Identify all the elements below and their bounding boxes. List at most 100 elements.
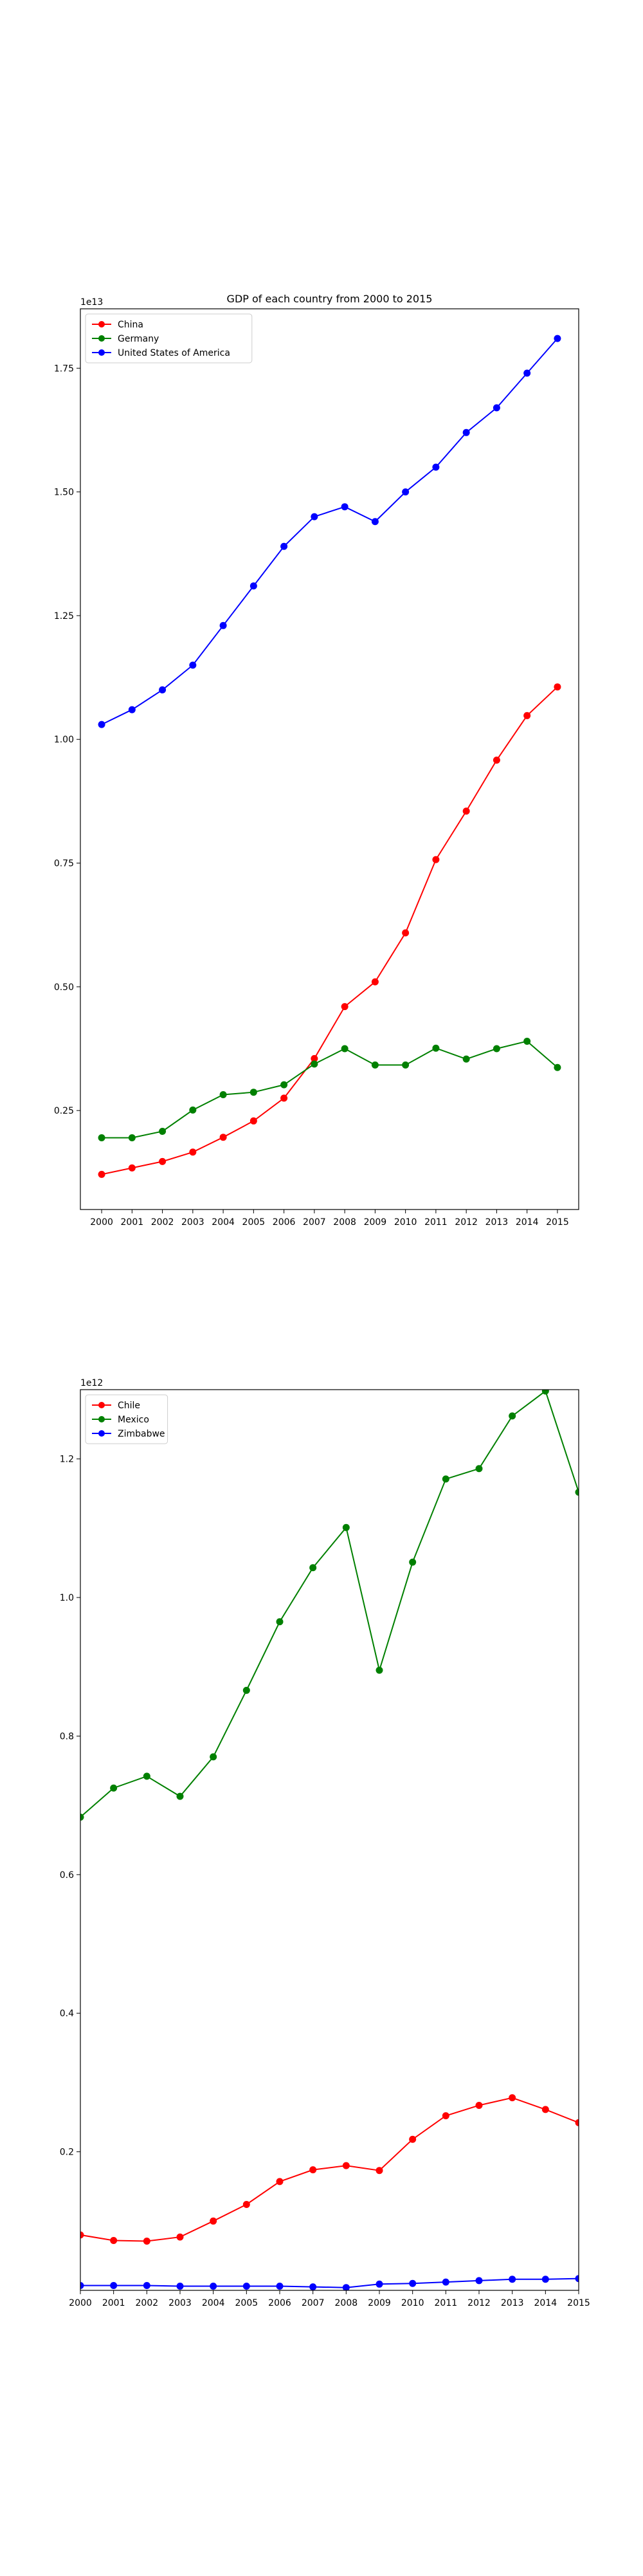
series-line-mexico: [80, 1390, 579, 1818]
x-tick-label: 2015: [546, 1217, 569, 1228]
data-point-china: [311, 1054, 318, 1062]
x-tick-label: 2002: [151, 1217, 174, 1228]
legend-marker-chile: [98, 1402, 105, 1408]
data-point-mexico: [541, 1390, 549, 1395]
data-point-chile: [276, 2178, 284, 2185]
y-tick-label: 0.50: [54, 982, 74, 993]
data-point-chile: [110, 2236, 118, 2244]
legend: Chile Mexico Zimbabwe: [85, 1394, 168, 1444]
legend-box: [85, 313, 253, 363]
legend-label-chile: Chile: [118, 1401, 140, 1411]
x-tick-label: 2004: [212, 1217, 235, 1228]
x-tick-label: 2003: [168, 2298, 192, 2308]
data-point-zimbabwe: [509, 2276, 516, 2283]
y-tick-label: 1.25: [54, 611, 74, 621]
x-tick-label: 2006: [268, 2298, 291, 2308]
data-point-germany: [280, 1081, 288, 1089]
series-line-germany: [102, 1040, 558, 1139]
data-point-chile: [541, 2106, 549, 2113]
y-tick-label: 1.0: [60, 1593, 74, 1603]
data-point-germany: [189, 1106, 197, 1114]
legend-marker-united-states-of-america: [98, 349, 105, 356]
data-point-mexico: [80, 1813, 84, 1821]
data-point-zimbabwe: [210, 2283, 217, 2290]
data-point-germany: [432, 1044, 440, 1052]
x-tick-label: 2013: [485, 1217, 509, 1228]
data-point-germany: [554, 1063, 561, 1071]
data-point-united-states-of-america: [128, 706, 136, 713]
data-point-chile: [242, 2200, 250, 2208]
x-tick-label: 2010: [401, 2298, 424, 2308]
data-point-united-states-of-america: [432, 463, 440, 471]
data-point-united-states-of-america: [341, 503, 349, 511]
data-point-china: [554, 683, 561, 691]
legend-marker-zimbabwe: [98, 1430, 105, 1437]
legend-label-united-states-of-america: United States of America: [118, 348, 230, 358]
data-point-mexico: [176, 1792, 184, 1800]
data-point-mexico: [143, 1772, 150, 1780]
data-point-united-states-of-america: [280, 542, 288, 550]
series-line-chile: [80, 2097, 579, 2242]
data-point-zimbabwe: [409, 2279, 417, 2287]
data-point-germany: [462, 1055, 470, 1063]
data-point-mexico: [409, 1558, 417, 1566]
x-tick-label: 2005: [235, 2298, 258, 2308]
data-point-germany: [128, 1134, 136, 1141]
data-point-united-states-of-america: [523, 369, 531, 377]
data-point-united-states-of-america: [189, 661, 197, 669]
x-tick-label: 2015: [567, 2298, 590, 2308]
data-point-mexico: [376, 1666, 383, 1674]
x-tick-label: 2008: [335, 2298, 358, 2308]
data-point-zimbabwe: [575, 2275, 579, 2283]
y-tick-label: 1.00: [54, 735, 74, 745]
x-tick-label: 2009: [368, 2298, 391, 2308]
data-point-united-states-of-america: [219, 621, 227, 629]
data-point-zimbabwe: [342, 2284, 350, 2290]
series-line-zimbabwe: [80, 2277, 579, 2288]
x-tick-label: 2011: [435, 2298, 458, 2308]
data-point-chile: [309, 2166, 317, 2174]
x-tick-label: 2001: [121, 1217, 144, 1228]
data-point-mexico: [342, 1523, 350, 1531]
data-point-mexico: [276, 1618, 284, 1626]
data-point-zimbabwe: [276, 2283, 284, 2290]
x-tick-label: 2012: [467, 2298, 491, 2308]
data-point-united-states-of-america: [98, 721, 105, 728]
x-tick-label: 2005: [242, 1217, 266, 1228]
data-point-china: [493, 757, 500, 764]
data-point-chile: [80, 2231, 84, 2239]
y-tick-label: 0.25: [54, 1106, 74, 1116]
data-point-united-states-of-america: [249, 582, 257, 590]
x-tick-label: 2014: [534, 2298, 557, 2308]
data-point-chile: [509, 2094, 516, 2102]
x-tick-label: 2007: [302, 2298, 325, 2308]
data-point-china: [371, 978, 379, 986]
data-point-chile: [342, 2162, 350, 2169]
data-point-zimbabwe: [80, 2281, 84, 2289]
data-point-united-states-of-america: [554, 335, 561, 342]
data-point-germany: [159, 1127, 167, 1135]
data-point-united-states-of-america: [493, 404, 500, 412]
data-point-china: [159, 1157, 167, 1165]
data-point-chile: [143, 2238, 150, 2245]
data-point-zimbabwe: [309, 2283, 317, 2290]
data-point-chile: [376, 2167, 383, 2175]
x-tick-label: 2004: [202, 2298, 225, 2308]
y-offset-label: 1e13: [80, 297, 103, 308]
data-point-germany: [98, 1134, 105, 1141]
y-tick-label: 0.8: [60, 1731, 74, 1742]
y-tick-label: 1.75: [54, 363, 74, 374]
legend-label-china: China: [118, 320, 143, 330]
data-point-zimbabwe: [110, 2281, 118, 2289]
legend-marker-germany: [98, 335, 105, 342]
y-tick-label: 0.2: [60, 2148, 74, 2158]
y-tick-label: 1.2: [60, 1455, 74, 1465]
data-point-china: [280, 1094, 288, 1102]
data-point-china: [128, 1164, 136, 1172]
legend-label-zimbabwe: Zimbabwe: [118, 1429, 165, 1439]
data-point-chile: [210, 2217, 217, 2225]
chart-1: GDP of each country from 2000 to 2015 1e1…: [54, 293, 579, 1228]
data-point-china: [98, 1170, 105, 1178]
x-tick-label: 2014: [516, 1217, 539, 1228]
